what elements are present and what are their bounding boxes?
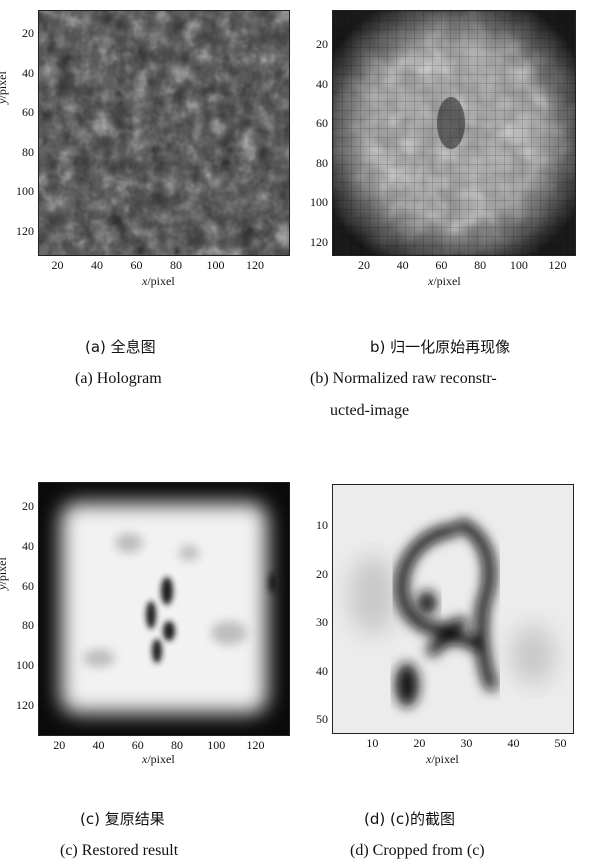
xlabel-c: x/pixel <box>142 752 175 766</box>
hologram-image <box>39 11 289 255</box>
ytick-label: 20 <box>22 498 34 513</box>
xtick-label: 40 <box>507 736 520 750</box>
ytick-label: 80 <box>22 618 34 633</box>
xtick-label: 120 <box>548 258 567 272</box>
xtick-label: 10 <box>366 736 379 750</box>
ytick-label: 80 <box>22 144 34 159</box>
image-d <box>332 484 574 734</box>
caption-en-c: (c) Restored result <box>60 842 179 859</box>
xtick-label: 40 <box>91 258 103 272</box>
restored-image <box>39 483 289 735</box>
xtick-label: 100 <box>509 258 528 272</box>
caption-zh-a: (a) 全息图 <box>85 338 156 356</box>
ytick-label: 30 <box>316 615 328 630</box>
image-a <box>38 10 290 256</box>
xtick-label: 80 <box>171 738 183 752</box>
ytick-label: 40 <box>22 65 34 80</box>
ytick-label: 120 <box>310 234 328 249</box>
caption-en-b-line2: ucted-image <box>330 402 410 419</box>
ylabel-a: y/pixel <box>0 71 9 104</box>
ytick-label: 60 <box>22 578 34 593</box>
xtick-label: 20 <box>413 736 426 750</box>
caption-en-b: (b) Normalized raw reconstr- <box>310 370 497 387</box>
ytick-label: 20 <box>22 26 34 41</box>
ytick-label: 20 <box>316 37 328 52</box>
ytick-label: 40 <box>22 538 34 553</box>
image-b <box>332 10 576 256</box>
xtick-label: 80 <box>474 258 487 272</box>
ytick-label: 100 <box>16 658 34 673</box>
xtick-label: 60 <box>131 738 144 752</box>
xlabel-b: x/pixel <box>428 274 461 288</box>
xtick-label: 50 <box>554 736 567 750</box>
ytick-label: 20 <box>316 566 328 581</box>
ytick-label: 40 <box>316 663 328 678</box>
xlabel-a: x/pixel <box>142 274 175 288</box>
xtick-label: 20 <box>357 258 370 272</box>
xlabel-d: x/pixel <box>426 752 459 766</box>
image-c <box>38 482 290 736</box>
ytick-label: 50 <box>316 712 328 727</box>
ytick-label: 100 <box>16 184 34 199</box>
ytick-label: 80 <box>316 155 328 170</box>
ytick-label: 10 <box>316 517 328 532</box>
xtick-label: 40 <box>396 258 409 272</box>
ylabel-c: y/pixel <box>0 557 9 590</box>
xtick-label: 30 <box>460 736 473 750</box>
xtick-label: 100 <box>206 258 225 272</box>
cropped-image <box>333 485 573 733</box>
xtick-label: 120 <box>246 258 264 272</box>
caption-en-a: (a) Hologram <box>75 370 162 387</box>
caption-en-d: (d) Cropped from (c) <box>350 842 485 859</box>
caption-zh-b: b) 归一化原始再现像 <box>370 338 511 356</box>
xtick-label: 40 <box>92 738 105 752</box>
xtick-label: 100 <box>207 738 226 752</box>
xtick-label: 60 <box>130 258 143 272</box>
raw-reconstruction-image <box>333 11 575 255</box>
ytick-label: 60 <box>316 116 328 131</box>
ytick-label: 40 <box>316 76 328 91</box>
ytick-label: 120 <box>16 698 34 713</box>
ytick-label: 120 <box>16 223 34 238</box>
ytick-label: 60 <box>22 105 34 120</box>
xtick-label: 80 <box>170 258 182 272</box>
ytick-label: 100 <box>310 195 328 210</box>
caption-zh-c: (c) 复原结果 <box>80 810 165 828</box>
xtick-label: 60 <box>435 258 448 272</box>
xtick-label: 20 <box>53 738 66 752</box>
caption-zh-d: (d) (c)的截图 <box>364 810 455 828</box>
xtick-label: 20 <box>51 258 64 272</box>
xtick-label: 120 <box>246 738 265 752</box>
